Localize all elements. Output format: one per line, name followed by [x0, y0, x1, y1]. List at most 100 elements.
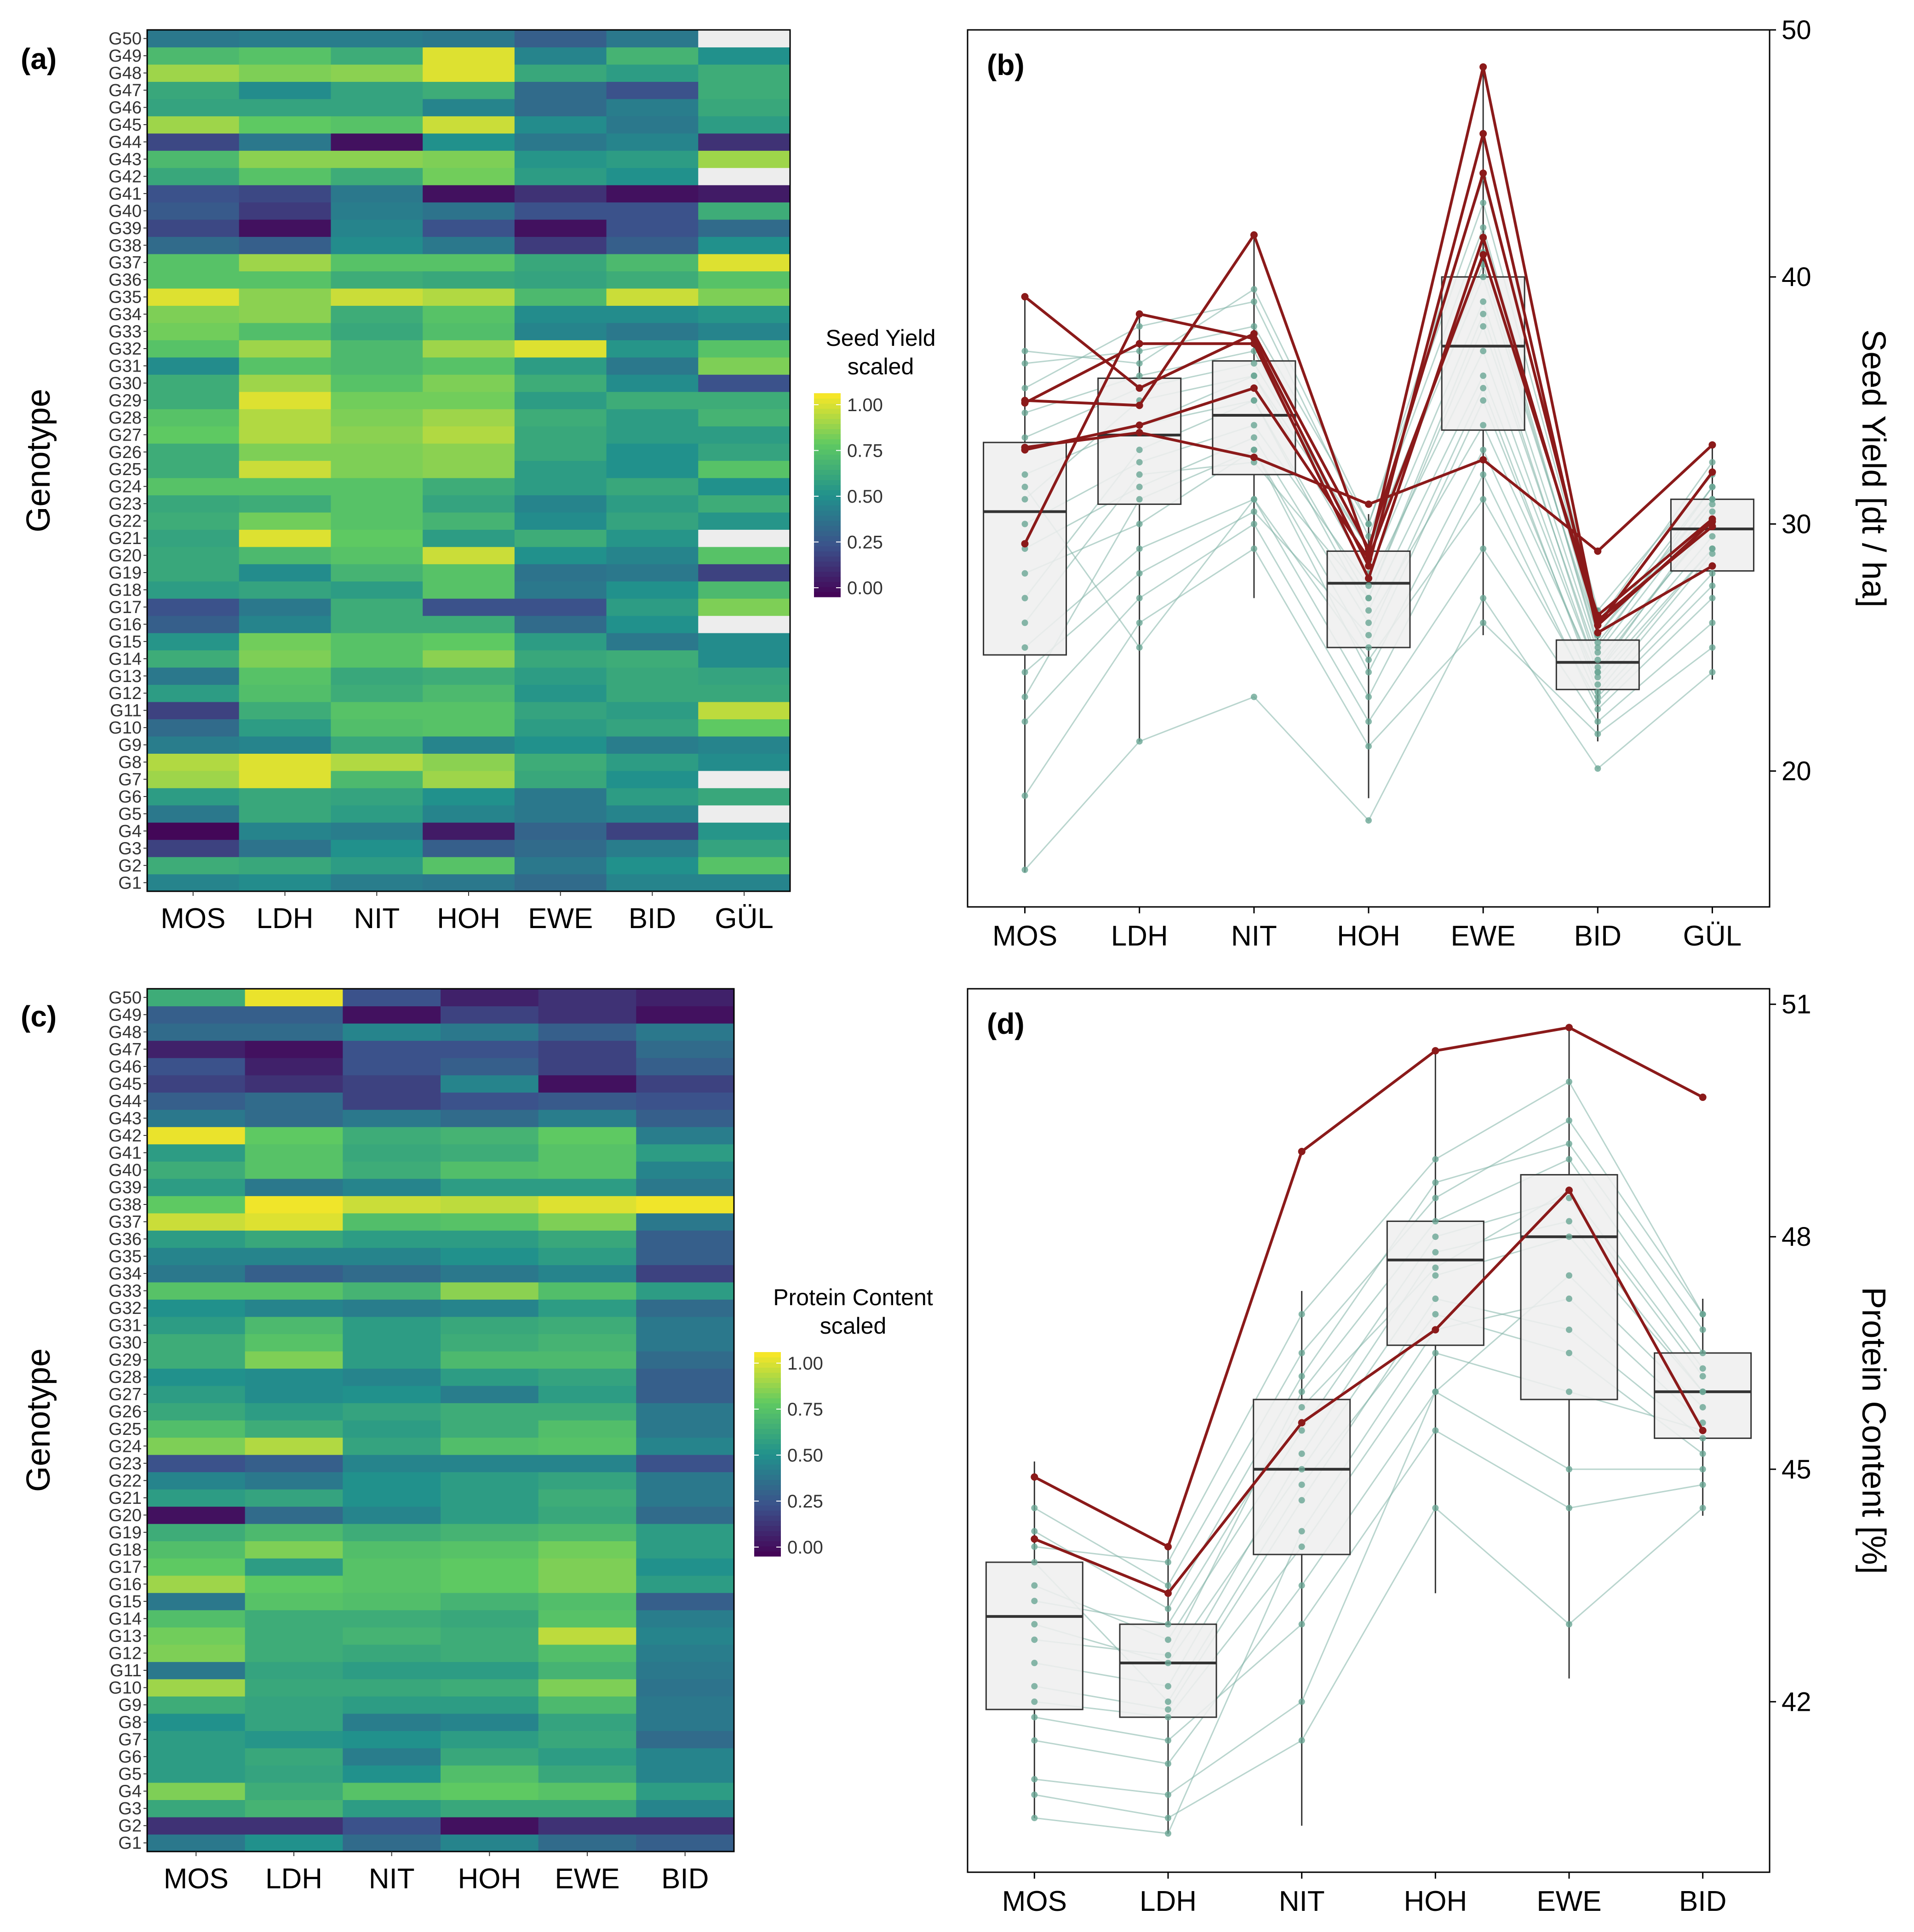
y-tick-label: G45	[109, 115, 142, 135]
genotype-point	[1250, 521, 1257, 527]
highlight-point	[1594, 621, 1602, 629]
heatmap-cell	[239, 30, 332, 48]
colorbar-segment	[814, 531, 841, 536]
genotype-point	[1031, 1737, 1038, 1744]
y-tick-label: G11	[110, 701, 142, 721]
heatmap-cell	[343, 1765, 441, 1783]
heatmap-cell	[423, 839, 515, 857]
heatmap-cell	[147, 322, 240, 340]
heatmap-cell	[245, 1731, 343, 1749]
heatmap-cell	[343, 1196, 441, 1214]
heatmap-cell	[636, 1196, 734, 1214]
y-tick-label: G17	[109, 1558, 142, 1577]
colorbar-segment	[814, 434, 841, 440]
heatmap-cell	[423, 512, 515, 530]
colorbar-segment	[814, 500, 841, 506]
genotype-point	[1298, 1737, 1305, 1744]
y-tick-label: G40	[109, 201, 142, 221]
heatmap-cell	[514, 546, 607, 564]
genotype-point	[1031, 1621, 1038, 1628]
highlight-point	[1135, 421, 1143, 429]
heatmap-cell	[245, 1058, 343, 1076]
x-tick-label: LDH	[257, 903, 314, 934]
heatmap-cell	[606, 116, 699, 134]
y-tick-label: G27	[109, 1385, 142, 1405]
heatmap-cell	[636, 1127, 734, 1145]
genotype-point	[1432, 1249, 1439, 1256]
heatmap-cell	[245, 1662, 343, 1680]
colorbar-segment	[814, 566, 841, 572]
genotype-point	[1365, 595, 1372, 602]
genotype-point	[1566, 1296, 1572, 1302]
heatmap-cell	[245, 1834, 343, 1852]
heatmap-cell	[698, 409, 791, 427]
heatmap-cell	[245, 1368, 343, 1386]
genotype-point	[1021, 619, 1028, 626]
heatmap-cell	[147, 736, 240, 754]
genotype-point	[1365, 644, 1372, 651]
y-tick-label: G1	[118, 873, 142, 893]
heatmap-cell	[245, 1817, 343, 1835]
colorbar-segment	[754, 1352, 781, 1358]
heatmap-cell	[441, 1075, 539, 1093]
heatmap-cell	[239, 512, 332, 530]
heatmap-cell	[331, 116, 423, 134]
genotype-point	[1709, 459, 1716, 466]
heatmap-cell	[538, 1334, 636, 1352]
y-tick-label: 40	[1782, 262, 1811, 292]
colorbar-segment	[754, 1433, 781, 1439]
heatmap-cell	[147, 1713, 246, 1731]
colorbar-tick-label: 0.25	[847, 533, 883, 553]
heatmap-cell	[514, 322, 607, 340]
heatmap-cell	[606, 684, 699, 702]
heatmap-cell	[147, 770, 240, 788]
heatmap-cell	[245, 1610, 343, 1628]
heatmap-cell	[147, 305, 240, 323]
genotype-point	[1480, 545, 1487, 552]
heatmap-cell	[606, 202, 699, 220]
heatmap-cell	[239, 719, 332, 737]
heatmap-cell	[441, 1368, 539, 1386]
heatmap-cell	[514, 81, 607, 99]
x-tick-label: LDH	[265, 1863, 322, 1895]
heatmap-cell	[423, 391, 515, 409]
heatmap-cell	[147, 1213, 246, 1231]
heatmap-cell	[538, 1541, 636, 1559]
heatmap-cell	[245, 1748, 343, 1766]
y-tick-label: G14	[109, 649, 142, 669]
heatmap-cell	[245, 1765, 343, 1783]
colorbar-segment	[814, 586, 841, 592]
heatmap-cell	[147, 1127, 246, 1145]
heatmap-cell	[245, 1127, 343, 1145]
heatmap-cell	[514, 719, 607, 737]
heatmap-cell	[331, 546, 423, 564]
heatmap-cell	[147, 1109, 246, 1127]
heatmap-cell	[343, 1385, 441, 1404]
heatmap-cell	[343, 1748, 441, 1766]
y-tick-label: G28	[109, 408, 142, 428]
heatmap-cell	[423, 409, 515, 427]
heatmap-cell	[331, 788, 423, 806]
heatmap-cell	[239, 391, 332, 409]
genotype-point	[1709, 595, 1716, 602]
heatmap-cell	[331, 839, 423, 857]
y-tick-label: G9	[118, 1696, 142, 1715]
heatmap-cell	[147, 81, 240, 99]
heatmap-cell	[441, 1316, 539, 1334]
heatmap-cell	[538, 1489, 636, 1507]
genotype-point	[1480, 200, 1487, 206]
heatmap-cell	[514, 667, 607, 685]
heatmap-cell	[423, 116, 515, 134]
colorbar-segment	[754, 1408, 781, 1414]
heatmap-cell	[636, 1299, 734, 1317]
heatmap-cell	[245, 1196, 343, 1214]
heatmap-cell	[147, 30, 240, 48]
heatmap-cell	[514, 839, 607, 857]
genotype-point	[1709, 582, 1716, 589]
heatmap-cell	[147, 1506, 246, 1524]
heatmap-cell	[698, 684, 791, 702]
heatmap-cell	[245, 1178, 343, 1196]
heatmap-cell	[538, 1213, 636, 1231]
heatmap-cell	[514, 857, 607, 875]
heatmap-cell	[245, 1713, 343, 1731]
